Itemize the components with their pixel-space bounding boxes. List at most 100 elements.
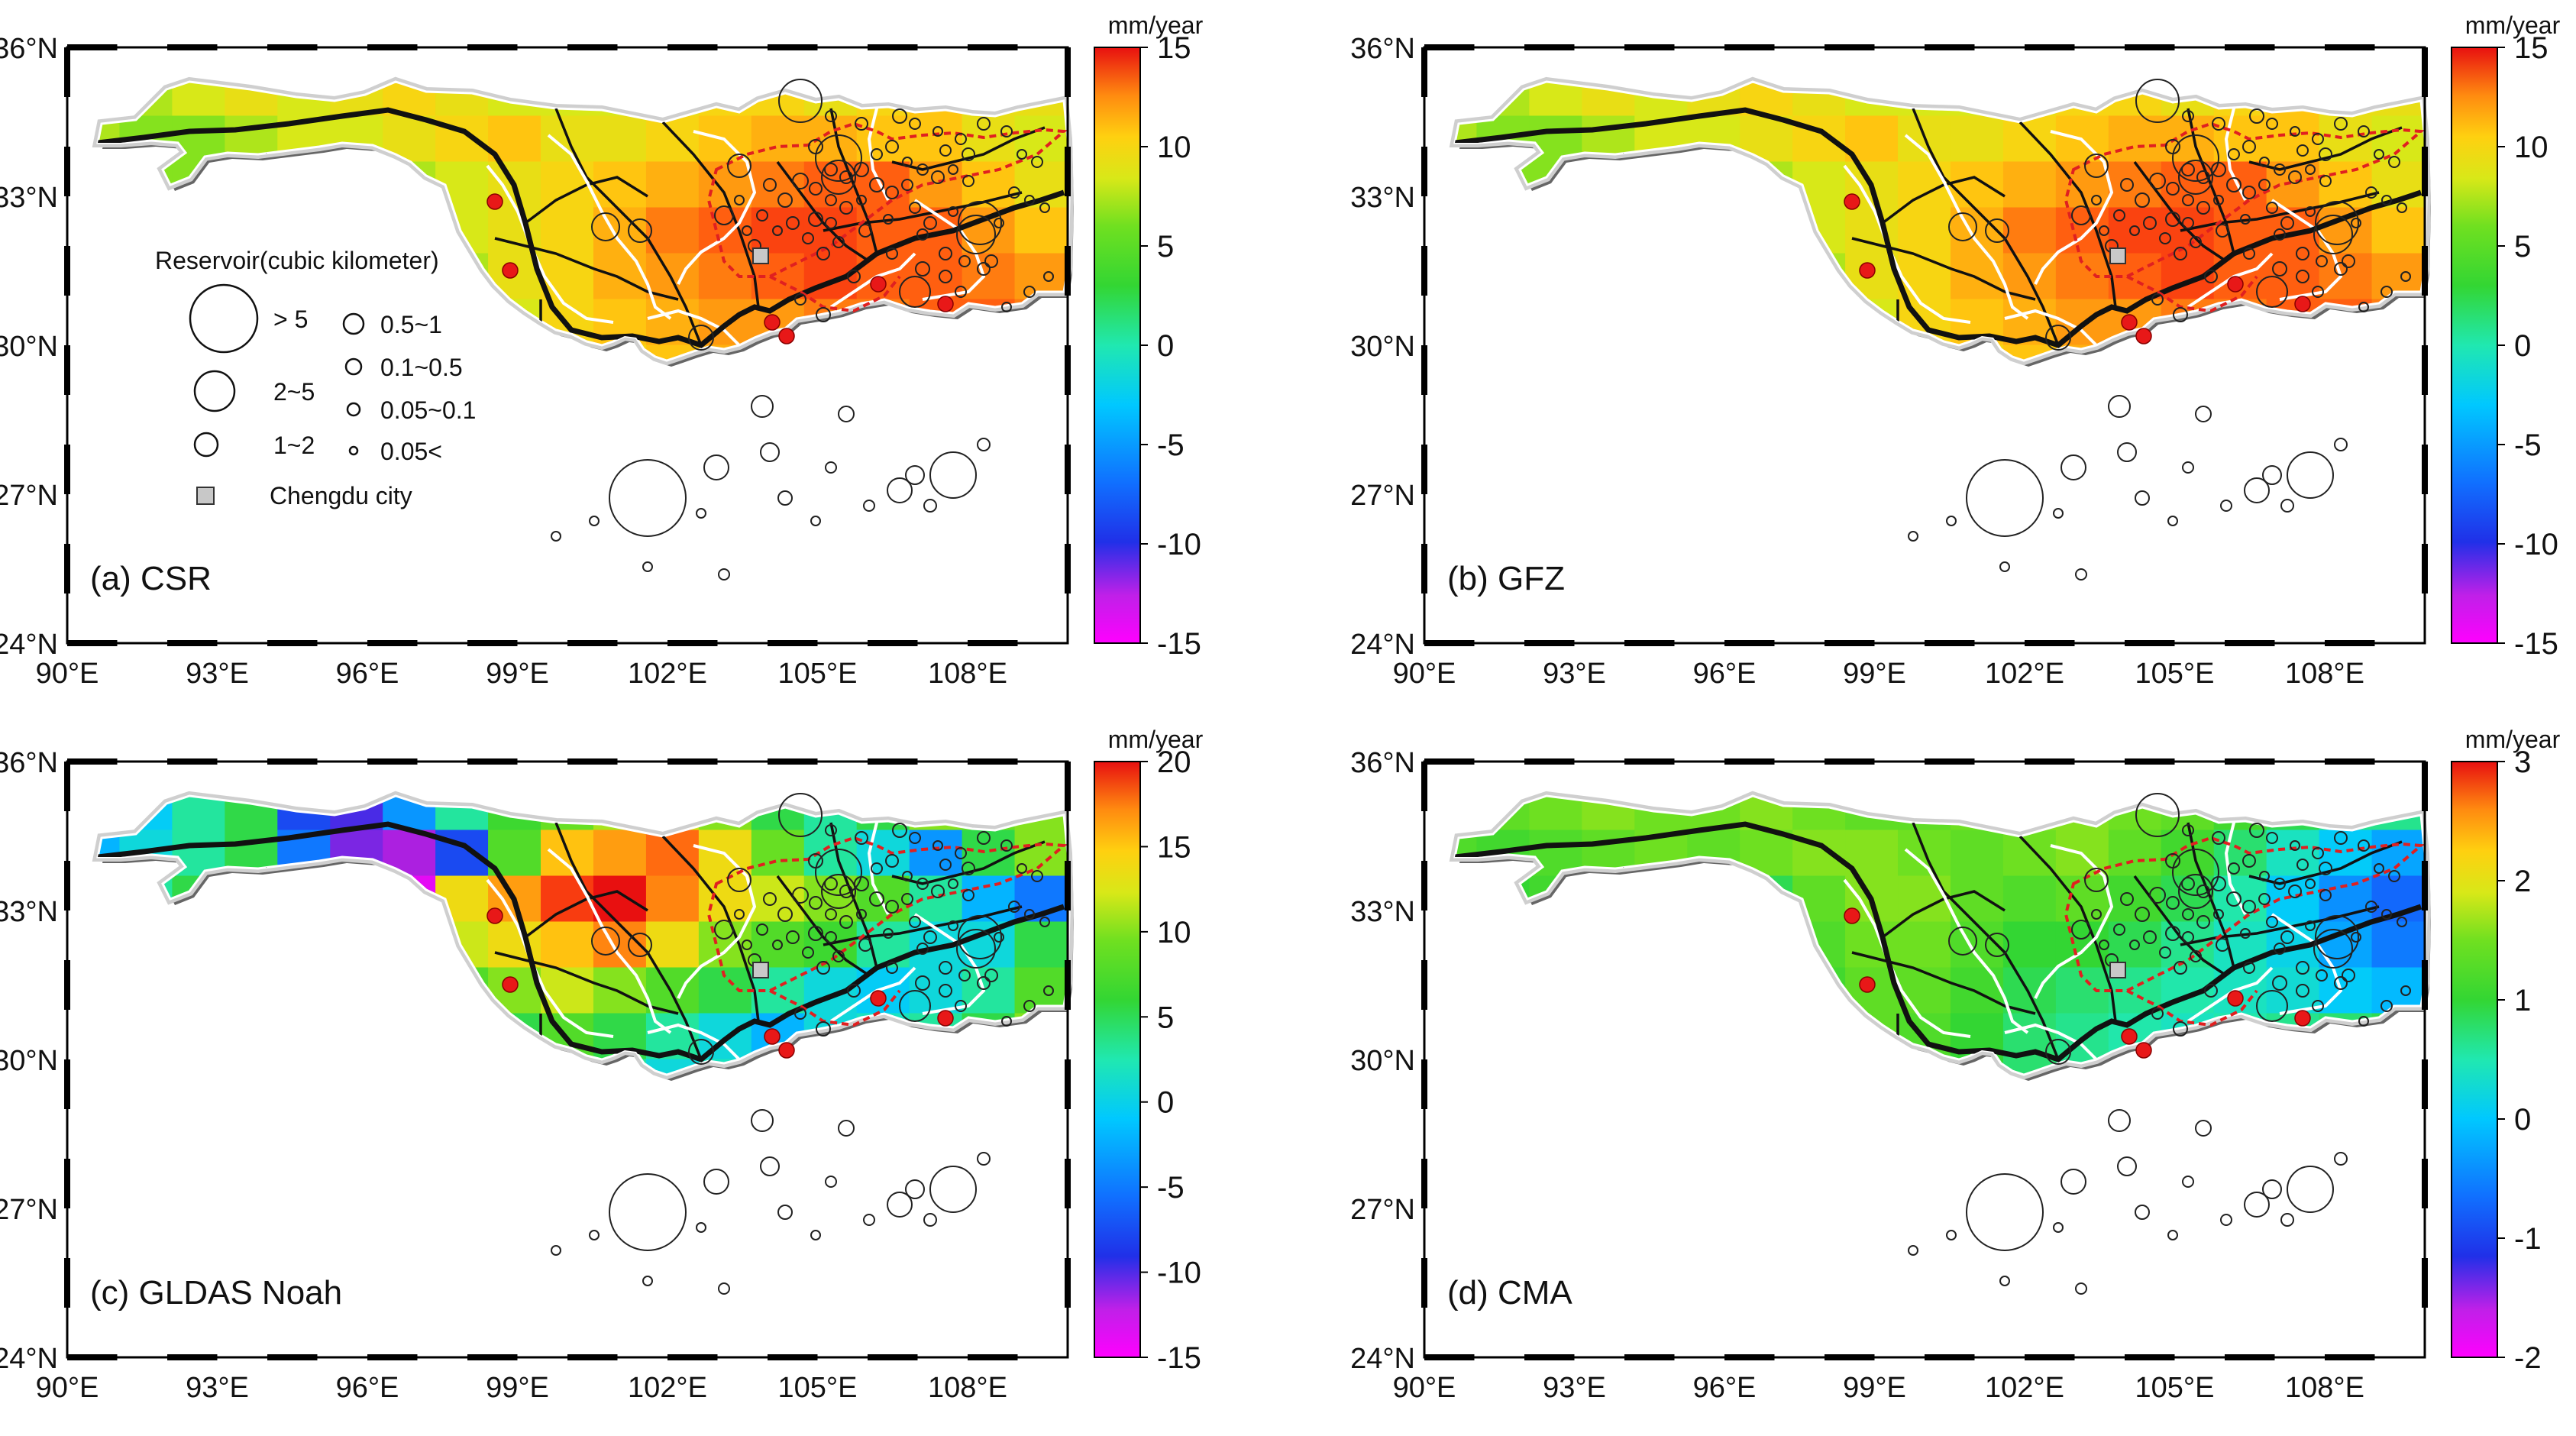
reservoir-circle	[1008, 901, 1020, 913]
reservoir-circle	[2165, 212, 2180, 227]
grid-cell	[67, 1197, 121, 1244]
station-marker	[2294, 296, 2311, 312]
reservoir-circle	[2075, 1282, 2087, 1295]
frame-tick	[1065, 246, 1071, 296]
reservoir-circle	[885, 186, 899, 199]
grid-cell	[435, 1059, 490, 1075]
station-marker	[2227, 276, 2244, 293]
panel-gfz: 90°E 93°E 96°E 99°E 102°E 105°E 108°E 36°N 33°N 3…	[1350, 11, 2560, 690]
reservoir-circle	[2315, 201, 2359, 245]
reservoir-circle	[902, 157, 913, 167]
grid-cell	[593, 1197, 647, 1244]
grid-cell	[857, 483, 910, 529]
reservoir-circle	[2071, 205, 2091, 225]
reservoir-circle	[1001, 302, 1012, 312]
grid-cell	[1740, 391, 1793, 438]
grid-cell	[962, 1197, 1016, 1244]
subbasin-boundary	[647, 309, 741, 347]
colorbar-tick-label: -5	[2514, 429, 2542, 462]
reservoir-circle	[899, 276, 931, 308]
grid-cell	[541, 344, 594, 361]
reservoir-circle	[2117, 1156, 2137, 1176]
station-marker	[2135, 1042, 2152, 1059]
reservoir-circle	[2358, 1016, 2369, 1027]
reservoir-circle	[2212, 117, 2225, 131]
reservoir-circle	[2274, 943, 2286, 955]
x-tick-label: 90°E	[36, 1372, 99, 1404]
reservoir-circle	[2316, 969, 2328, 982]
reservoir-circle	[688, 1039, 714, 1065]
reservoir-circle	[2334, 117, 2348, 131]
frame-tick	[64, 762, 70, 811]
grid-cell	[488, 344, 542, 361]
reservoirs	[551, 793, 1054, 1295]
y-tick-label: 36°N	[0, 33, 58, 65]
grid-cell	[2319, 830, 2373, 877]
reservoir-circle	[939, 144, 952, 157]
station-marker	[937, 296, 954, 312]
frame-tick	[167, 640, 218, 646]
grid-cell	[909, 115, 963, 163]
subbasin-boundary	[768, 1051, 825, 1075]
reservoir-circle	[948, 206, 958, 217]
grid-cell	[1014, 1059, 1068, 1075]
reservoir-circle	[2256, 276, 2288, 308]
grid-cell	[1898, 483, 1951, 529]
frame-tick	[1825, 44, 1875, 50]
tributary-line	[1959, 368, 2051, 414]
reservoir-circle	[2045, 325, 2071, 351]
grid-cell	[1898, 253, 1951, 300]
grid-cell	[2055, 253, 2109, 300]
grid-cell	[910, 391, 963, 438]
frame-tick	[1424, 44, 1475, 50]
reservoir-circle	[2075, 568, 2087, 581]
colorbar-tick-label: -5	[1157, 429, 1185, 462]
grid-cell	[2161, 483, 2215, 529]
reservoir-circle	[2135, 793, 2180, 837]
frame-tick	[367, 44, 418, 50]
reservoir-legend: Reservoir(cubic kilometer) > 5 2~5 1~2 0.5~1…	[155, 247, 476, 509]
grid-cell	[962, 1105, 1016, 1152]
region-boundary-dashed	[706, 121, 1068, 278]
reservoir-circle	[832, 950, 845, 962]
reservoir-circle	[808, 926, 823, 941]
frame-tick	[2125, 44, 2175, 50]
grid-cell	[330, 1013, 384, 1060]
grid-cell	[856, 1059, 910, 1075]
subbasin-boundary	[2004, 1023, 2098, 1061]
reservoir-circle	[905, 1179, 925, 1199]
grid-cell	[751, 1059, 805, 1075]
reservoir-circle	[2258, 179, 2271, 191]
x-tick-label: 108°E	[2285, 1372, 2364, 1404]
grid-cell	[225, 1013, 279, 1060]
grid-cell	[119, 1013, 173, 1060]
grid-cell	[2108, 830, 2162, 877]
reservoir-circle	[2172, 849, 2219, 896]
grid-cell	[1845, 796, 1899, 831]
reservoir-circle	[609, 1173, 687, 1251]
colorbar	[2451, 47, 2498, 644]
chengdu-marker	[752, 247, 769, 264]
grid-cell	[593, 830, 647, 877]
reservoir-circle	[808, 139, 823, 154]
frame-tick	[1825, 640, 1875, 646]
reservoir-circle	[718, 1282, 730, 1295]
grid-cell	[909, 1059, 963, 1075]
grid-cell	[1476, 1013, 1530, 1060]
legend-item-label: 0.5~1	[380, 311, 442, 338]
reservoir-circle	[2266, 118, 2278, 130]
grid-cell	[98, 1013, 121, 1060]
reservoir-circle	[2296, 144, 2309, 157]
frame-tick	[64, 345, 70, 395]
reservoir-circle	[821, 874, 856, 909]
grid-cell	[172, 796, 226, 831]
grid-cell	[1529, 921, 1583, 969]
grid-cell	[1740, 921, 1794, 969]
reservoir-circle	[2226, 891, 2241, 907]
reservoir-circle	[1043, 985, 1054, 996]
reservoir-circle	[792, 173, 809, 189]
reservoir-circle	[2204, 270, 2218, 283]
colorbar-tick-label: 10	[2514, 131, 2549, 164]
grid-cell	[1014, 207, 1068, 254]
frame-tick	[1421, 1159, 1427, 1208]
